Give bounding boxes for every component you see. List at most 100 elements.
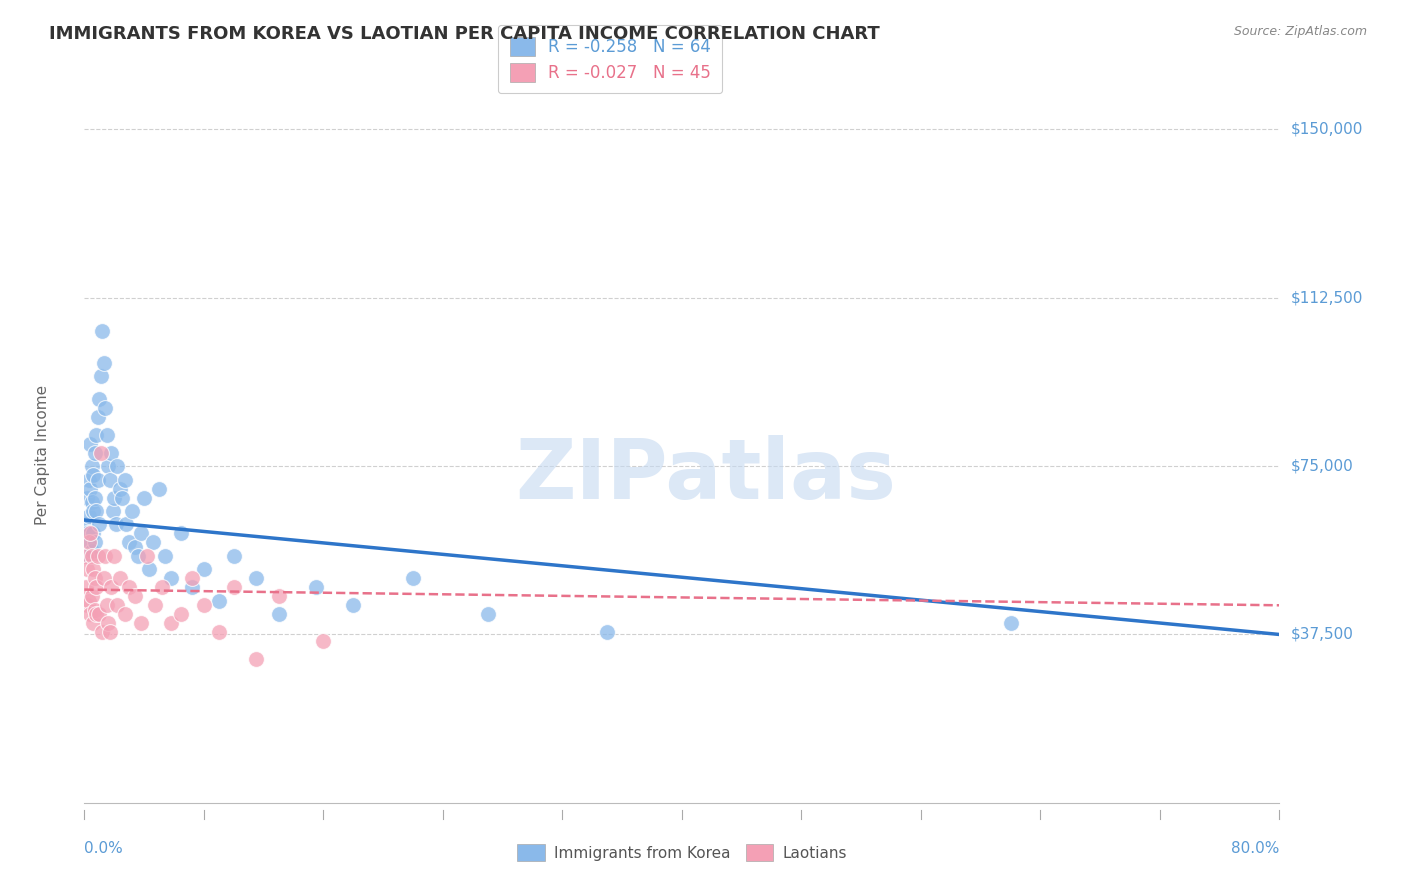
Point	[83, 491, 105, 505]
Point	[79, 436, 101, 450]
Point	[100, 445, 122, 459]
Point	[82, 468, 104, 483]
Point	[111, 491, 134, 505]
Point	[96, 599, 118, 613]
Point	[222, 580, 245, 594]
Point	[118, 535, 141, 549]
Point	[208, 625, 231, 640]
Point	[83, 603, 105, 617]
Text: 80.0%: 80.0%	[1232, 841, 1279, 856]
Point	[160, 571, 183, 585]
Point	[97, 459, 120, 474]
Point	[91, 625, 114, 640]
Point	[124, 590, 146, 604]
Point	[94, 401, 117, 415]
Point	[129, 616, 152, 631]
Point	[103, 491, 125, 505]
Point	[77, 535, 100, 549]
Point	[170, 526, 193, 541]
Point	[267, 607, 290, 622]
Point	[91, 325, 114, 339]
Point	[138, 562, 160, 576]
Text: Per Capita Income: Per Capita Income	[35, 384, 51, 525]
Text: Source: ZipAtlas.com: Source: ZipAtlas.com	[1233, 25, 1367, 38]
Point	[89, 392, 111, 406]
Point	[83, 445, 105, 459]
Point	[93, 571, 115, 585]
Point	[222, 549, 245, 563]
Point	[110, 571, 132, 585]
Point	[90, 369, 112, 384]
Point	[121, 504, 143, 518]
Point	[150, 580, 173, 594]
Text: ZIPatlas: ZIPatlas	[516, 435, 896, 516]
Point	[76, 526, 98, 541]
Point	[75, 549, 97, 563]
Text: 0.0%: 0.0%	[84, 841, 124, 856]
Point	[98, 473, 121, 487]
Text: $75,000: $75,000	[1291, 458, 1354, 474]
Point	[115, 517, 138, 532]
Point	[86, 504, 108, 518]
Point	[80, 459, 103, 474]
Point	[82, 526, 104, 541]
Point	[89, 517, 111, 532]
Point	[193, 562, 215, 576]
Point	[97, 616, 120, 631]
Point	[110, 482, 132, 496]
Point	[114, 607, 136, 622]
Point	[596, 625, 619, 640]
Point	[82, 616, 104, 631]
Point	[87, 409, 110, 424]
Text: $150,000: $150,000	[1291, 122, 1362, 137]
Text: $112,500: $112,500	[1291, 290, 1362, 305]
Point	[104, 517, 127, 532]
Point	[75, 549, 97, 563]
Point	[124, 540, 146, 554]
Point	[80, 590, 103, 604]
Point	[76, 562, 98, 576]
Point	[181, 580, 204, 594]
Point	[87, 473, 110, 487]
Point	[101, 504, 124, 518]
Text: IMMIGRANTS FROM KOREA VS LAOTIAN PER CAPITA INCOME CORRELATION CHART: IMMIGRANTS FROM KOREA VS LAOTIAN PER CAP…	[49, 25, 880, 43]
Point	[208, 594, 231, 608]
Point	[79, 482, 101, 496]
Point	[76, 491, 98, 505]
Point	[132, 491, 156, 505]
Point	[114, 473, 136, 487]
Point	[312, 634, 335, 648]
Point	[80, 495, 103, 509]
Point	[86, 427, 108, 442]
Point	[245, 652, 267, 666]
Point	[342, 599, 364, 613]
Point	[82, 562, 104, 576]
Point	[402, 571, 425, 585]
Point	[193, 599, 215, 613]
Point	[127, 549, 149, 563]
Point	[267, 590, 290, 604]
Point	[118, 580, 141, 594]
Point	[87, 549, 110, 563]
Point	[86, 607, 108, 622]
Point	[76, 599, 98, 613]
Point	[305, 580, 328, 594]
Point	[129, 526, 152, 541]
Point	[94, 549, 117, 563]
Point	[153, 549, 176, 563]
Point	[79, 607, 101, 622]
Point	[83, 571, 105, 585]
Point	[90, 445, 112, 459]
Point	[181, 571, 204, 585]
Point	[143, 599, 166, 613]
Point	[77, 473, 100, 487]
Text: $37,500: $37,500	[1291, 627, 1354, 642]
Point	[82, 504, 104, 518]
Legend: Immigrants from Korea, Laotians: Immigrants from Korea, Laotians	[517, 844, 846, 862]
Point	[477, 607, 499, 622]
Point	[79, 535, 101, 549]
Point	[80, 544, 103, 558]
Point	[142, 535, 165, 549]
Point	[105, 459, 128, 474]
Point	[96, 427, 118, 442]
